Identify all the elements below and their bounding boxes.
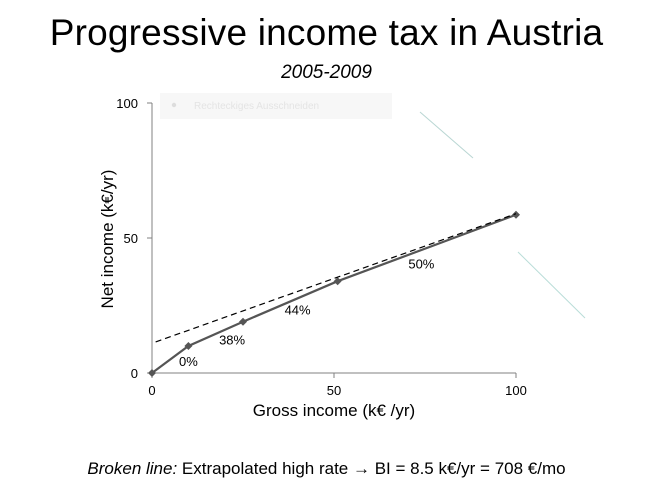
x-axis-label: Gross income (k€ /yr) (253, 401, 415, 420)
y-tick-label: 0 (131, 366, 138, 381)
axis-ticks: 0 50 100 0 50 100 (116, 96, 527, 398)
y-axis-label: Net income (k€/yr) (98, 170, 117, 309)
data-point-marker (148, 369, 156, 377)
faint-bullet-icon (171, 102, 177, 108)
background-artifacts: Rechteckiges Ausschneiden (160, 93, 586, 319)
data-point-marker (333, 277, 342, 286)
tax-rate-label: 38% (219, 332, 245, 347)
decorative-line-upper (419, 111, 474, 159)
footer-note: Broken line: Extrapolated high rate → BI… (0, 459, 653, 479)
x-tick-label: 100 (505, 383, 527, 398)
tax-rate-label: 50% (408, 257, 434, 272)
footer-italic: Broken line: (87, 459, 178, 478)
extrapolation-line (155, 213, 517, 343)
net-income-line (151, 213, 517, 374)
data-point-marker (512, 210, 520, 219)
data-point-marker (239, 317, 247, 326)
tax-rate-label: 44% (285, 303, 311, 318)
x-tick-label: 50 (327, 383, 341, 398)
data-point-marker (184, 342, 193, 350)
faint-label: Rechteckiges Ausschneiden (194, 101, 319, 112)
y-tick-label: 100 (116, 96, 138, 111)
slide-title: Progressive income tax in Austria (49, 12, 604, 53)
rate-annotations: 0% 38% 44% 50% (179, 257, 435, 369)
data-series (148, 210, 520, 377)
faint-screenshot-box (160, 93, 392, 119)
slide-subtitle: 2005-2009 (281, 62, 372, 83)
y-tick-label: 50 (124, 231, 138, 246)
x-tick-label: 0 (148, 383, 155, 398)
decorative-line-lower (517, 251, 586, 319)
footer-text: Extrapolated high rate → BI = 8.5 k€/yr … (177, 459, 566, 478)
tax-rate-label: 0% (179, 354, 198, 369)
